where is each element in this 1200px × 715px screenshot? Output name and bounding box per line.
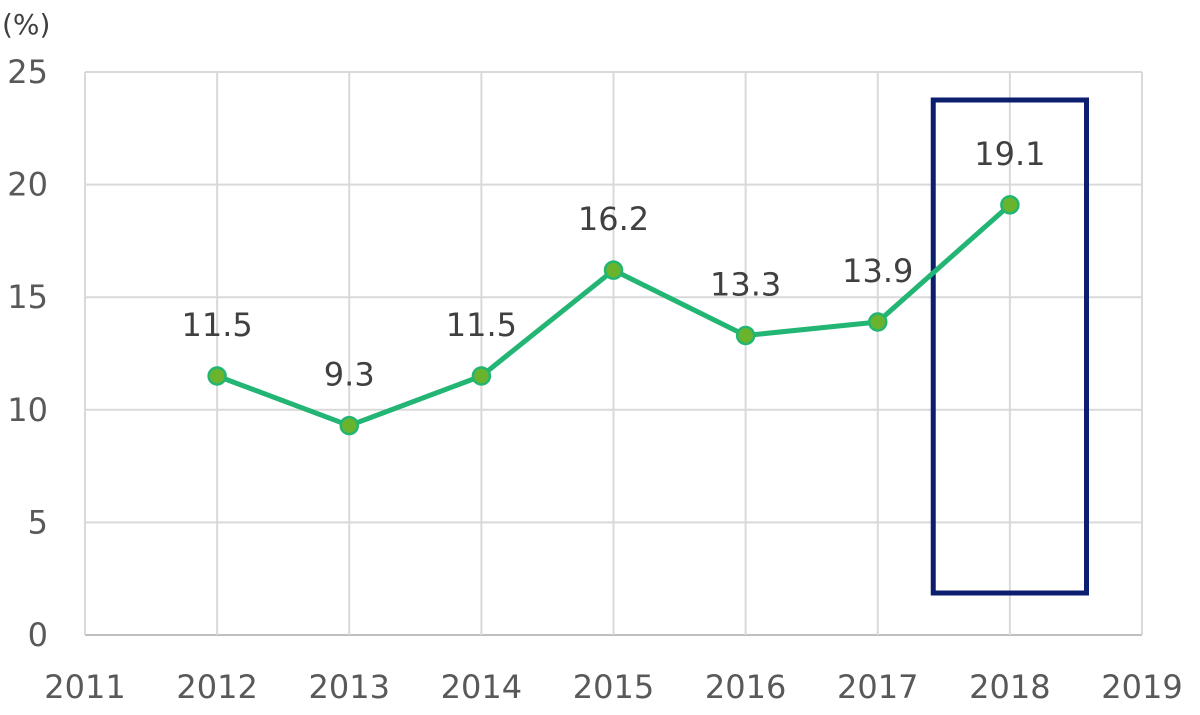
data-labels: 11.5 9.3 11.5 16.2 13.3 13.9 19.1 bbox=[182, 135, 1046, 394]
x-tick-label-2011: 2011 bbox=[44, 668, 125, 706]
x-tick-label-2018: 2018 bbox=[969, 668, 1050, 706]
data-point-2015 bbox=[603, 260, 624, 280]
y-tick-label-5: 5 bbox=[28, 503, 48, 541]
data-label-2013: 9.3 bbox=[324, 356, 375, 394]
data-label-2012: 11.5 bbox=[182, 306, 253, 344]
y-axis: 0 5 10 15 20 25 bbox=[7, 53, 48, 654]
y-tick-label-25: 25 bbox=[7, 53, 48, 91]
y-tick-label-20: 20 bbox=[7, 166, 48, 204]
y-tick-label-10: 10 bbox=[7, 391, 48, 429]
data-label-2014: 11.5 bbox=[446, 306, 517, 344]
x-axis: 2011 2012 2013 2014 2015 2016 2017 2018 2019 bbox=[44, 668, 1182, 706]
x-tick-label-2017: 2017 bbox=[837, 668, 918, 706]
data-label-2017: 13.9 bbox=[842, 252, 913, 290]
data-label-2016: 13.3 bbox=[710, 265, 781, 303]
x-tick-label-2015: 2015 bbox=[573, 668, 654, 706]
data-label-2018: 19.1 bbox=[974, 135, 1045, 173]
series bbox=[207, 195, 1020, 436]
x-tick-label-2019: 2019 bbox=[1101, 668, 1182, 706]
x-tick-label-2016: 2016 bbox=[705, 668, 786, 706]
highlight-rect-2018 bbox=[930, 97, 1090, 596]
data-label-2015: 16.2 bbox=[578, 200, 649, 238]
data-point-2013 bbox=[339, 415, 359, 436]
data-point-2014 bbox=[471, 366, 492, 386]
x-tick-label-2014: 2014 bbox=[441, 668, 522, 706]
grid bbox=[84, 71, 1143, 636]
y-tick-label-15: 15 bbox=[7, 278, 48, 316]
y-tick-label-0: 0 bbox=[28, 616, 48, 654]
data-point-2018 bbox=[1000, 195, 1020, 215]
x-tick-label-2012: 2012 bbox=[176, 668, 257, 706]
data-point-2016 bbox=[735, 325, 756, 346]
data-point-2017 bbox=[868, 312, 888, 332]
x-tick-label-2013: 2013 bbox=[309, 668, 390, 706]
highlight-box bbox=[930, 97, 1090, 596]
data-point-2012 bbox=[207, 366, 227, 386]
unit-label: (%) bbox=[2, 8, 50, 41]
